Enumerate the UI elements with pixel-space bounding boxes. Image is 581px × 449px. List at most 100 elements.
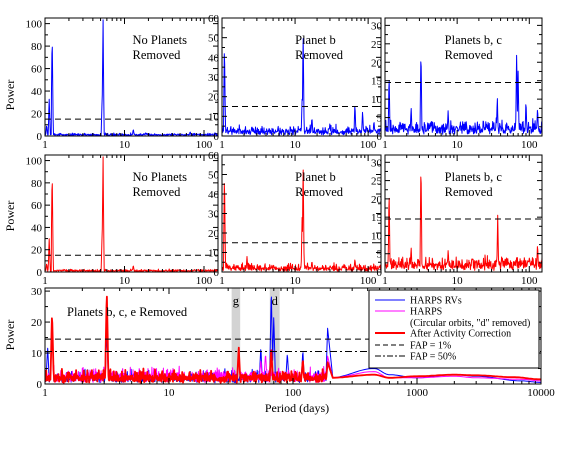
y-tick-label: 60 [208,150,220,162]
plot-area [45,156,218,272]
y-tick-label: 100 [26,156,43,168]
x-tick-label: 1 [42,139,48,151]
x-tick-label: 1 [219,275,225,287]
band-label-d: d [272,294,279,308]
plot-area [45,19,218,136]
y-tick-label: 40 [208,52,220,64]
y-tick-label: 30 [208,209,220,221]
y-tick-label: 80 [31,41,43,53]
y-tick-label: 30 [208,72,220,84]
panel-annotation: Removed [445,48,494,62]
y-tick-label: 20 [371,57,383,69]
panel-annotation: Planets b, c, e Removed [67,305,188,319]
y-tick-label: 10 [208,111,220,123]
plot-area [385,54,542,135]
y-tick-label: 50 [208,33,220,45]
panel-annotation: Planet b [295,33,336,47]
x-tick-label: 100 [196,139,213,151]
series-line-3 [45,295,541,384]
y-axis-label-bottom: Power [3,320,17,351]
legend-label: HARPS RVs [410,296,462,307]
x-tick-label: 100 [360,139,377,151]
panel-annotation: Removed [295,185,344,199]
x-tick-label: 10000 [527,387,555,399]
band-g [231,288,241,384]
legend-sublabel: (Circular orbits, "d" removed) [410,318,530,329]
legend-label: FAP = 50% [410,352,456,363]
x-tick-label: 10 [119,275,131,287]
y-tick-label: 0 [214,131,220,143]
y-tick-label: 40 [208,189,220,201]
y-tick-label: 100 [26,19,43,31]
y-tick-label: 50 [208,170,220,182]
series-line-1 [385,176,542,271]
series-line-1 [222,38,381,136]
y-tick-label: 10 [31,348,43,360]
y-tick-label: 25 [371,176,383,188]
legend-label: FAP = 1% [410,341,451,352]
y-tick-label: 80 [31,178,43,190]
y-tick-label: 60 [208,13,220,25]
band-label-g: g [233,294,240,308]
panel-annotation: Removed [133,48,182,62]
y-tick-label: 20 [208,92,220,104]
x-tick-label: 1 [219,139,225,151]
y-axis-label-top: Power [3,80,17,111]
panel-frame [44,154,219,273]
x-tick-label: 10 [452,275,464,287]
y-tick-label: 0 [377,267,383,279]
panel-annotation: Removed [133,185,182,199]
x-tick-label: 100 [521,139,538,151]
y-tick-label: 20 [371,194,383,206]
y-tick-label: 0 [37,131,43,143]
x-tick-label: 1 [42,275,48,287]
y-tick-label: 5 [377,113,383,125]
y-tick-label: 10 [208,248,220,260]
y-tick-label: 15 [371,212,383,224]
y-tick-label: 30 [31,286,43,298]
x-tick-label: 10 [290,275,302,287]
y-tick-label: 20 [31,109,43,121]
y-tick-label: 60 [31,64,43,76]
y-tick-label: 10 [371,94,383,106]
y-tick-label: 40 [31,86,43,98]
panel-annotation: Removed [295,48,344,62]
panel-frame [384,17,543,137]
x-tick-label: 10 [119,139,131,151]
x-axis-label: Period (days) [265,401,329,415]
y-tick-label: 20 [31,317,43,329]
panel-annotation: Planets b, c [445,33,503,47]
series-line-1 [222,169,381,272]
y-tick-label: 30 [371,20,383,32]
y-tick-label: 0 [37,379,43,391]
y-tick-label: 60 [31,200,43,212]
legend-label: After Activity Correction [410,329,511,340]
panel-frame [44,17,219,137]
y-axis-label-middle: Power [3,201,17,232]
y-tick-label: 0 [377,131,383,143]
plot-area [222,169,381,272]
x-tick-label: 100 [521,275,538,287]
panel-annotation: No Planets [133,170,188,184]
series-line-1 [385,54,542,135]
y-tick-label: 20 [31,245,43,257]
plot-area [45,295,541,384]
x-tick-label: 1 [42,387,48,399]
x-tick-label: 10 [290,139,302,151]
x-tick-label: 100 [196,275,213,287]
x-tick-label: 1000 [406,387,429,399]
series-line-1 [45,156,218,272]
x-tick-label: 1 [382,139,388,151]
y-tick-label: 0 [37,267,43,279]
y-tick-label: 0 [214,267,220,279]
panel-annotation: Removed [445,185,494,199]
x-tick-label: 100 [360,275,377,287]
y-tick-label: 20 [208,228,220,240]
